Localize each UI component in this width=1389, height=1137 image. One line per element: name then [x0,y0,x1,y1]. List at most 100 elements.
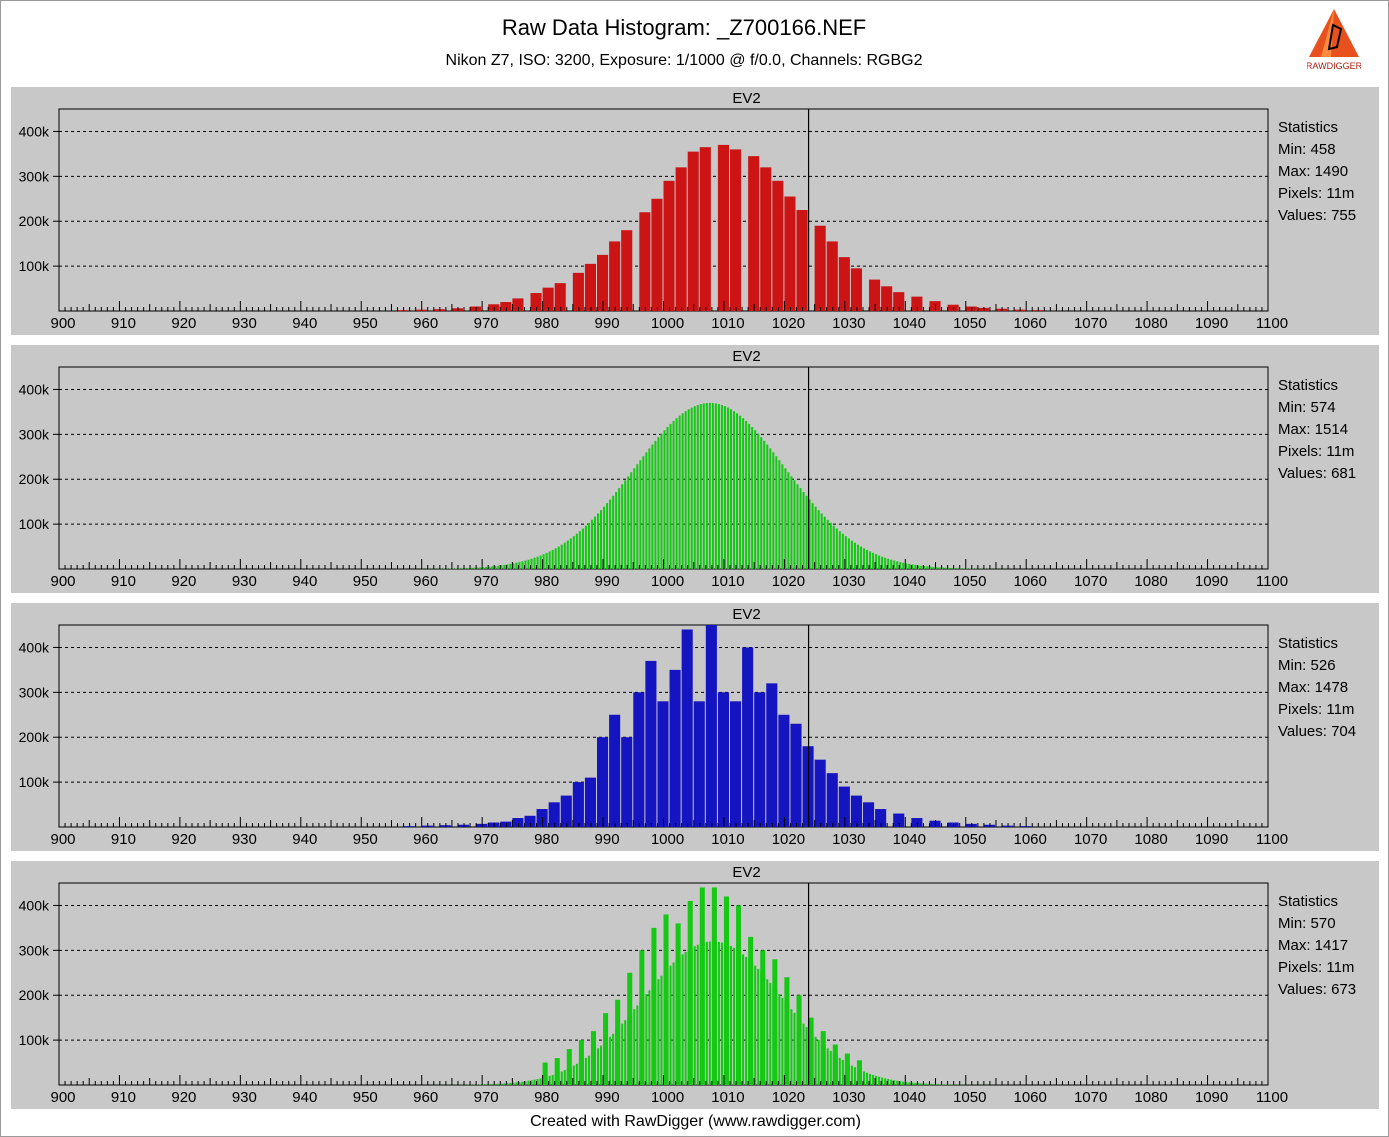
histogram-bar [578,1040,584,1085]
stats-title: Statistics [1278,377,1338,394]
x-tick-label: 950 [353,315,378,332]
histogram-bar [869,1073,872,1085]
histogram-bar [545,552,548,569]
histogram-bar [572,536,575,569]
x-tick-label: 990 [595,315,620,332]
x-tick-label: 1000 [651,1089,684,1106]
x-tick-label: 1020 [772,831,805,848]
histogram-bar [887,558,890,569]
histogram-bar [672,420,675,569]
histogram-bar [630,472,633,569]
x-tick-label: 970 [474,315,499,332]
histogram-bar [742,647,754,827]
histogram-bar [705,403,708,569]
histogram-bar [850,540,853,569]
histogram-bar [881,556,884,569]
histogram-bar [600,1045,603,1085]
histogram-bar [878,555,881,569]
histogram-bar [536,1079,539,1085]
stats-pixels: Pixels: 11m [1278,959,1354,976]
x-tick-label: 1030 [832,831,865,848]
histogram-bar [917,565,920,569]
histogram-bar [850,795,862,827]
histogram-panel-r: EV2 100k 200k 300k 400k 900 910 920 930 940 950 960… [11,87,1379,335]
ev-label: EV2 [732,864,760,881]
x-tick-label: 920 [171,573,196,590]
histogram-bar [639,460,642,569]
histogram-bar [615,999,621,1085]
histogram-bar [911,1082,914,1085]
y-tick-label: 100k [19,1032,50,1048]
histogram-bar [938,1084,941,1085]
histogram-bar [660,975,663,1085]
histogram-bar [745,956,748,1085]
histogram-bar [581,528,584,569]
stats-values: Values: 755 [1278,207,1356,224]
histogram-bar [600,510,603,569]
x-tick-label: 970 [474,1089,499,1106]
histogram-bar [838,531,841,569]
histogram-bar [542,554,545,569]
histogram-bar [832,525,835,569]
histogram-bar [856,544,859,569]
histogram-bar [878,1076,881,1085]
histogram-bar [636,1005,639,1085]
histogram-bar [615,492,618,569]
x-tick-label: 1080 [1134,315,1167,332]
histogram-bar [470,567,473,569]
histogram-bar [920,1083,923,1085]
histogram-bar [584,263,597,311]
histogram-bar [926,566,929,569]
stats-max: Max: 1478 [1278,679,1348,696]
histogram-bar [512,1082,515,1085]
histogram-bar [663,180,675,311]
histogram-bar [660,433,663,569]
histogram-bar [621,737,633,827]
x-tick-label: 1070 [1074,1089,1107,1106]
histogram-bar [524,560,527,569]
histogram-bar [814,506,817,569]
stats-max: Max: 1490 [1278,163,1348,180]
histogram-bar [693,946,696,1085]
histogram-bar [805,495,808,569]
histogram-bar [745,420,748,569]
stats-pixels: Pixels: 11m [1278,185,1354,202]
histogram-bar [1014,309,1026,311]
histogram-bar [817,1039,820,1085]
histogram-bar [941,567,944,569]
x-tick-label: 1080 [1134,573,1167,590]
histogram-bar [733,947,736,1085]
stats-title: Statistics [1278,119,1338,136]
histogram-bar [708,941,711,1085]
histogram-bar [597,254,609,311]
histogram-bar [533,557,536,569]
x-tick-label: 980 [534,315,559,332]
histogram-bar [757,968,760,1085]
histogram-bar [560,795,572,827]
histogram-bar [778,714,790,827]
x-tick-label: 1060 [1014,573,1047,590]
histogram-bar [603,1013,609,1085]
x-tick-label: 940 [292,831,317,848]
histogram-panel-g: EV2 100k 200k 300k 400k 900 910 920 930 940 950 960… [11,345,1379,593]
histogram-bar [621,230,633,311]
histogram-bar [606,503,609,569]
histogram-bar [838,786,850,827]
histogram-bar [554,283,566,311]
histogram-bar [944,567,947,569]
histogram-bar [491,566,494,569]
histogram-bar [841,1059,844,1085]
histogram-bar [524,815,536,827]
histogram-bar [551,549,554,569]
y-tick-label: 200k [19,729,50,745]
histogram-bar [872,552,875,569]
histogram-bar [711,887,717,1085]
histogram-bar [687,409,690,569]
histogram-bar [482,567,485,569]
histogram-bar [648,990,651,1085]
histogram-bar [820,513,823,569]
x-tick-label: 900 [50,831,75,848]
x-tick-label: 1030 [832,573,865,590]
histogram-bar [808,1017,814,1085]
histogram-bar [932,566,935,569]
